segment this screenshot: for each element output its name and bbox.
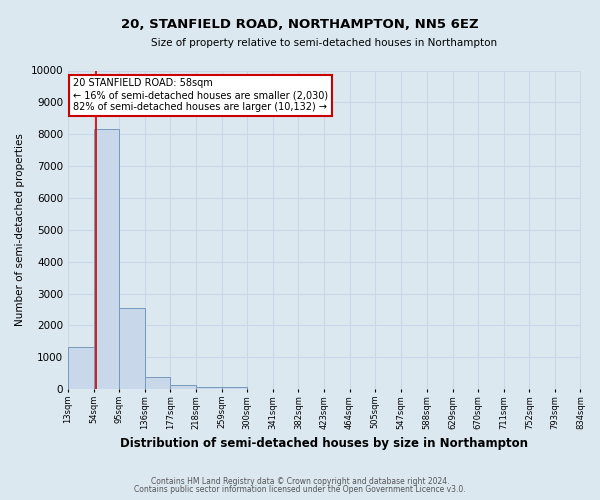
X-axis label: Distribution of semi-detached houses by size in Northampton: Distribution of semi-detached houses by … — [120, 437, 528, 450]
Bar — [196, 386, 221, 389]
Text: Contains public sector information licensed under the Open Government Licence v3: Contains public sector information licen… — [134, 486, 466, 494]
Text: 20, STANFIELD ROAD, NORTHAMPTON, NN5 6EZ: 20, STANFIELD ROAD, NORTHAMPTON, NN5 6EZ — [121, 18, 479, 30]
Bar — [170, 386, 196, 389]
Bar — [221, 388, 247, 389]
Bar — [68, 347, 94, 389]
Text: Contains HM Land Registry data © Crown copyright and database right 2024.: Contains HM Land Registry data © Crown c… — [151, 477, 449, 486]
Y-axis label: Number of semi-detached properties: Number of semi-detached properties — [15, 134, 25, 326]
Bar — [145, 377, 170, 389]
Bar — [119, 308, 145, 389]
Text: 20 STANFIELD ROAD: 58sqm
← 16% of semi-detached houses are smaller (2,030)
82% o: 20 STANFIELD ROAD: 58sqm ← 16% of semi-d… — [73, 78, 328, 112]
Bar — [94, 130, 119, 389]
Title: Size of property relative to semi-detached houses in Northampton: Size of property relative to semi-detach… — [151, 38, 497, 48]
